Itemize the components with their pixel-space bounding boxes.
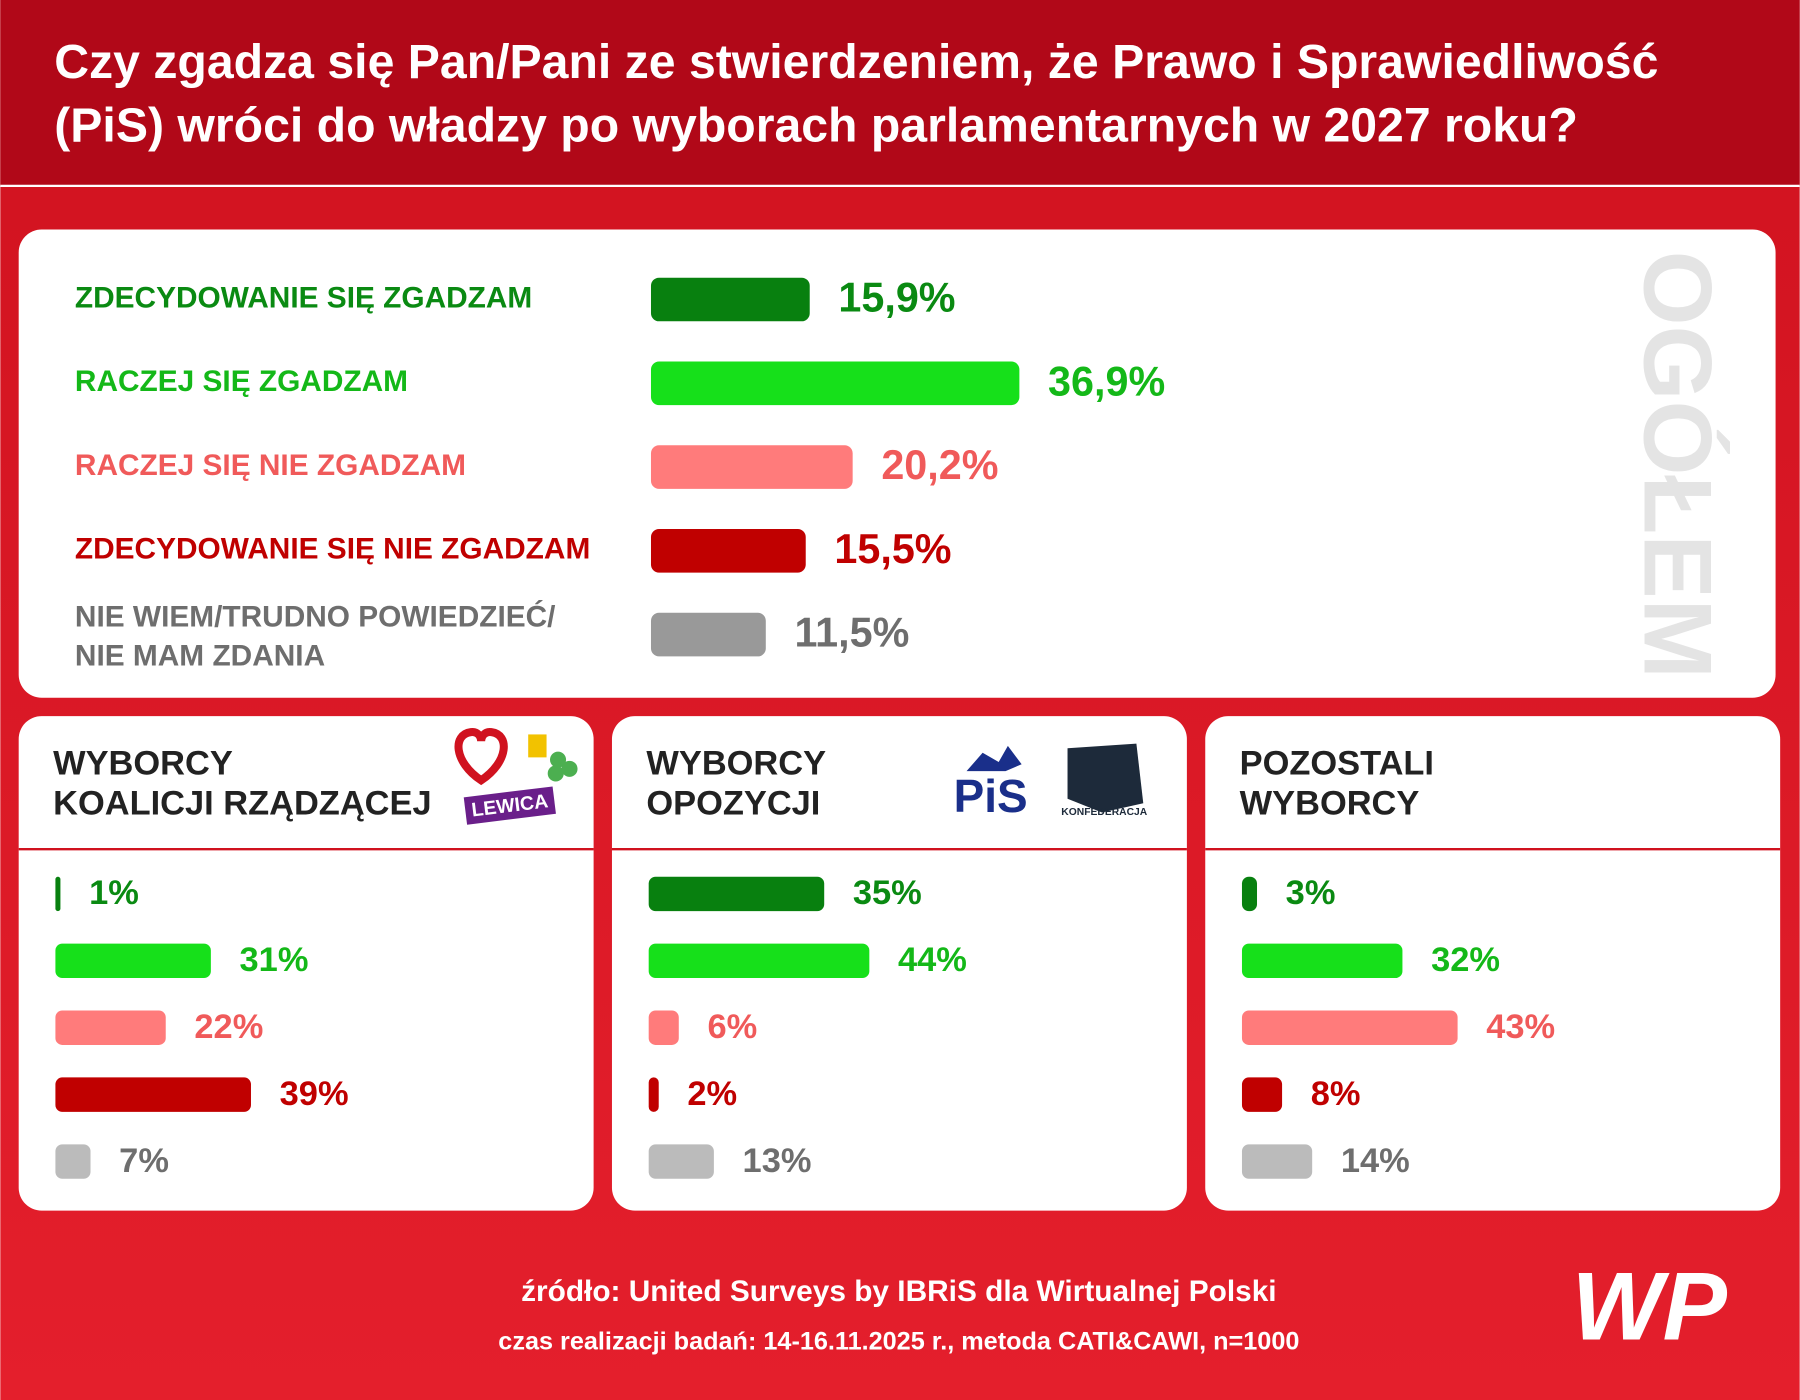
bar [1241,943,1403,979]
panel-title: WYBORCY [1240,785,1420,823]
method-note: czas realizacji badań: 14-16.11.2025 r.,… [498,1327,1299,1355]
category-label: ZDECYDOWANIE SIĘ NIE ZGADZAM [75,533,590,566]
logo-box [463,786,556,825]
icon [528,734,547,758]
panel [1205,716,1781,1211]
bar [1241,1077,1283,1112]
page-title: (PiS) wróci do władzy po wyborach parlam… [54,98,1578,152]
bar [55,1144,91,1179]
eagle-icon [966,745,1022,772]
clover-icon [550,751,567,768]
bar [55,1077,251,1112]
logo-text: PiS [954,770,1028,822]
bar [650,612,766,657]
value-label: 7% [119,1142,169,1180]
logo-text: KONFEDERACJA [1061,807,1147,818]
panel [611,716,1187,1211]
main-panel [18,229,1776,698]
bar [650,361,1020,406]
category-label: NIE MAM ZDANIA [75,639,325,672]
value-label: 15,5% [834,526,951,572]
bar [650,445,853,489]
bar [55,943,211,979]
bar [648,1144,714,1179]
page-title: Czy zgadza się Pan/Pani ze stwierdzeniem… [54,35,1658,89]
value-label: 36,9% [1048,358,1165,404]
bar [1241,1144,1313,1179]
category-label: RACZEJ SIĘ ZGADZAM [75,365,408,398]
value-label: 8% [1311,1075,1361,1113]
panel-title: OPOZYCJI [646,785,820,823]
category-label: ZDECYDOWANIE SIĘ ZGADZAM [75,281,532,314]
value-label: 3% [1286,874,1336,912]
heart-icon [454,727,508,786]
value-label: 6% [707,1008,757,1046]
source-note: źródło: United Surveys by IBRiS dla Wirt… [521,1275,1277,1308]
category-label: NIE WIEM/TRUDNO POWIEDZIEĆ/ [75,599,556,633]
value-label: 20,2% [881,442,998,488]
bar [648,1010,679,1045]
bar [648,943,870,979]
value-label: 39% [280,1075,349,1113]
value-label: 31% [240,941,309,979]
bar [650,277,810,322]
value-label: 22% [194,1008,263,1046]
value-label: 1% [89,874,139,912]
value-label: 32% [1431,941,1500,979]
bar [55,876,61,912]
value-label: 44% [898,941,967,979]
clover-icon [547,765,564,782]
bar [650,529,806,573]
value-label: 11,5% [794,610,909,656]
bar [648,1077,659,1112]
shield-icon [1067,743,1144,813]
header-band [0,0,1800,186]
panel-title: WYBORCY [646,745,826,783]
brand-logo: WP [1572,1253,1728,1360]
bar [648,876,825,912]
value-label: 14% [1341,1142,1410,1180]
bar [55,1010,166,1045]
value-label: 43% [1486,1008,1555,1046]
value-label: 35% [853,874,922,912]
bar [1241,1010,1458,1045]
clover-icon [561,760,578,777]
panel-title: POZOSTALI [1240,745,1434,783]
panel-title: KOALICJI RZĄDZĄCEJ [53,785,432,823]
panel-title: WYBORCY [53,745,233,783]
value-label: 2% [687,1075,737,1113]
value-label: 13% [743,1142,812,1180]
value-label: 15,9% [838,275,955,321]
panel-title: OGÓŁEM [1624,251,1731,679]
category-label: RACZEJ SIĘ NIE ZGADZAM [75,449,466,482]
bar [1241,876,1258,912]
